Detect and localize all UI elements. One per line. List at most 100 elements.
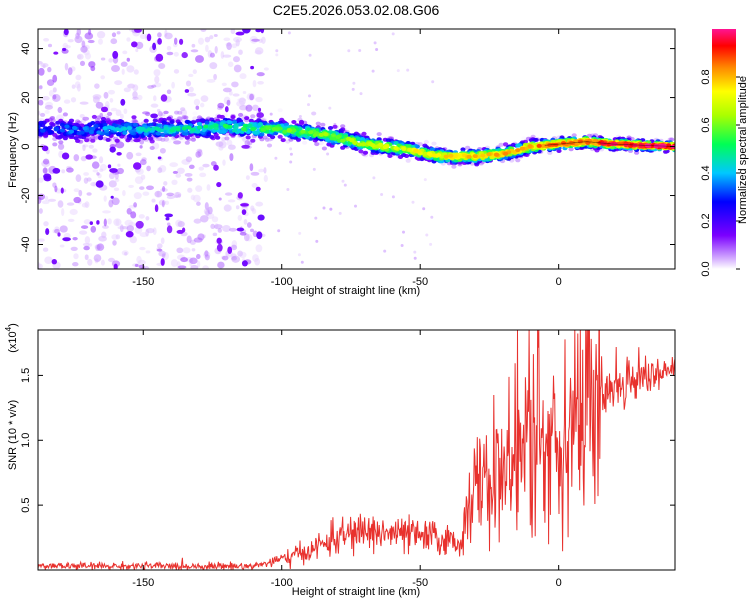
spectrogram-cell <box>164 213 173 218</box>
spectrogram-cell <box>280 138 286 143</box>
spectrogram-cell <box>218 197 222 201</box>
spectrogram-cell <box>378 142 384 147</box>
spectrogram-cell <box>402 230 405 234</box>
spectrogram-cell <box>90 121 96 125</box>
spectrogram-cell <box>61 208 65 217</box>
spectrogram-cell <box>289 152 293 156</box>
spectrogram-y-tick-label: 20 <box>20 91 32 103</box>
spectrogram-cell <box>63 99 71 104</box>
spectrogram-cell <box>341 179 345 183</box>
spectrogram-cell <box>59 225 68 233</box>
spectrogram-cell <box>347 49 351 53</box>
spectrogram-cell <box>177 220 185 228</box>
spectrogram-cell <box>188 86 194 93</box>
spectrogram-cell <box>217 261 225 269</box>
spectrogram-cell <box>38 110 41 116</box>
spectrogram-x-tick-label: -50 <box>412 276 428 288</box>
spectrogram-cell <box>177 193 181 198</box>
spectrogram-cell <box>145 112 151 117</box>
spectrogram-cell <box>152 42 157 51</box>
spectrogram-cell <box>192 116 198 121</box>
spectrogram-cell <box>159 147 166 154</box>
spectrogram-cell <box>206 184 211 191</box>
spectrogram-cell <box>100 75 106 80</box>
spectrogram-cell <box>489 162 495 166</box>
spectrogram-cell <box>212 232 218 237</box>
spectrogram-cell <box>133 192 142 200</box>
spectrogram-cell <box>62 47 67 52</box>
spectrogram-y-tick-label: -40 <box>20 237 32 253</box>
spectrogram-cell <box>52 87 57 93</box>
spectrogram-cell <box>634 150 640 155</box>
spectrogram-cell <box>361 131 367 136</box>
spectrogram-cell <box>340 138 346 143</box>
spectrogram-cell <box>177 265 187 269</box>
spectrogram-cell <box>59 122 65 127</box>
spectrogram-cell <box>632 143 638 148</box>
spectrogram-cell <box>137 126 143 131</box>
spectrogram-cell <box>116 132 122 136</box>
spectrogram-cell <box>173 51 179 57</box>
spectrogram-cell <box>515 148 521 153</box>
spectrogram-cell <box>135 48 139 53</box>
spectrogram-cell <box>358 149 364 154</box>
colorbar-ticks: 0.0 0.2 0.4 0.6 0.8 <box>700 69 740 277</box>
spectrogram-cell <box>38 60 43 65</box>
spectrogram-cell <box>250 65 255 70</box>
spectrogram-cell <box>190 127 196 132</box>
spectrogram-cell <box>111 65 120 72</box>
spectrogram-cell <box>239 105 248 111</box>
spectrogram-cell <box>132 122 139 127</box>
spectrogram-cell <box>120 98 126 106</box>
spectrogram-cell <box>89 221 94 225</box>
spectrogram-cell <box>186 144 192 149</box>
spectrogram-cell <box>90 126 96 131</box>
spectrogram-cell <box>109 98 114 103</box>
spectrogram-cell <box>96 220 100 225</box>
spectrogram-cell <box>216 237 222 244</box>
spectrogram-cell <box>312 133 318 137</box>
spectrogram-cell <box>213 73 217 80</box>
spectrogram-cell <box>44 256 53 265</box>
spectrogram-cell <box>80 45 88 53</box>
spectrogram-cell <box>320 150 326 155</box>
spectrogram-cell <box>411 200 415 204</box>
spectrogram-cell <box>166 45 172 51</box>
spectrogram-cell <box>40 128 46 133</box>
spectrogram-cell <box>111 32 117 38</box>
spectrogram-cell <box>133 202 138 208</box>
spectrogram-cell <box>571 133 577 138</box>
spectrogram-cell <box>80 155 87 162</box>
spectrogram-cell <box>129 235 137 244</box>
spectrogram-cell <box>171 81 175 89</box>
spectrogram-cell <box>231 128 238 133</box>
spectrogram-cell <box>90 135 96 140</box>
spectrogram-cell <box>127 83 136 89</box>
spectrogram-cell <box>247 123 253 128</box>
spectrogram-cell <box>321 146 327 151</box>
spectrogram-cell <box>59 244 65 248</box>
spectrogram-cell <box>422 207 426 211</box>
spectrogram-cell <box>103 218 107 227</box>
spectrogram-cell <box>90 65 96 72</box>
spectrogram-cell <box>42 247 49 252</box>
spectrogram-cell <box>86 177 92 182</box>
spectrogram-cell <box>186 125 192 130</box>
spectrogram-cell <box>195 55 204 63</box>
spectrogram-cell <box>185 156 193 163</box>
spectrogram-cell <box>46 79 55 86</box>
spectrogram-cell <box>204 202 209 210</box>
spectrogram-cell <box>81 40 86 48</box>
spectrogram-cell <box>162 185 166 192</box>
spectrogram-cell <box>553 142 559 147</box>
spectrogram-cell <box>183 115 189 120</box>
spectrogram-cell <box>66 202 75 206</box>
spectrogram-cell <box>48 90 54 97</box>
spectrogram-cell <box>100 106 109 113</box>
spectrogram-cell <box>503 142 509 147</box>
spectrogram-cell <box>83 245 90 251</box>
spectrogram-cell <box>184 172 193 177</box>
spectrogram-cell <box>126 65 135 73</box>
spectrogram-cell <box>362 150 369 155</box>
spectrogram-cell <box>41 200 50 205</box>
